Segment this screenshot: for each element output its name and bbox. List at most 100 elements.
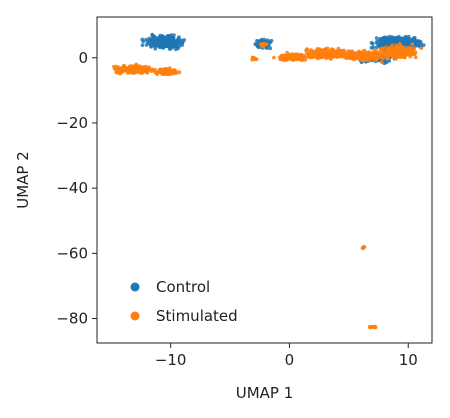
data-point (144, 67, 149, 72)
data-point (401, 50, 406, 55)
data-point (395, 54, 400, 59)
data-point (397, 41, 402, 46)
data-point (289, 56, 293, 61)
data-point (410, 42, 415, 47)
data-point (380, 60, 384, 64)
data-point (150, 40, 154, 44)
data-point (172, 33, 176, 37)
data-point (171, 37, 176, 42)
legend: Control Stimulated (130, 278, 238, 325)
data-point (293, 52, 298, 57)
data-point (297, 57, 302, 61)
data-point (255, 39, 259, 43)
data-point (390, 43, 395, 48)
data-point (382, 55, 386, 60)
data-point (359, 58, 364, 63)
data-point (378, 43, 383, 48)
data-point (398, 37, 403, 42)
data-point (319, 55, 324, 59)
data-point (297, 53, 302, 58)
data-point (382, 40, 387, 45)
data-point (141, 39, 146, 44)
data-point (161, 37, 166, 41)
data-point (153, 46, 158, 51)
data-point (306, 52, 311, 57)
y-tick-label: 0 (78, 49, 88, 67)
data-point (153, 67, 158, 72)
data-point (269, 38, 274, 43)
data-point (369, 41, 374, 45)
data-point (169, 71, 174, 76)
data-point (389, 39, 394, 44)
data-point (361, 245, 366, 250)
y-tick-label: −80 (56, 310, 88, 328)
legend-label-stimulated: Stimulated (156, 307, 238, 325)
data-point (342, 48, 347, 53)
data-point (389, 52, 394, 57)
data-point (338, 52, 343, 57)
data-point (257, 45, 261, 50)
data-point (112, 64, 116, 69)
data-point (145, 40, 150, 45)
data-point (163, 40, 168, 44)
data-point (341, 53, 346, 58)
data-point (166, 38, 171, 42)
x-axis-title: UMAP 1 (236, 384, 294, 402)
data-point (285, 57, 290, 62)
data-point (162, 44, 167, 49)
data-point (134, 66, 139, 71)
data-point (408, 46, 413, 51)
data-point (254, 42, 259, 47)
data-point (381, 46, 385, 51)
data-point (398, 47, 402, 52)
data-point (280, 57, 284, 62)
data-point (166, 44, 171, 49)
data-point (177, 44, 182, 49)
data-point (413, 50, 418, 55)
data-point (369, 46, 374, 50)
y-tick-label: −20 (56, 114, 88, 132)
data-point (289, 53, 294, 58)
data-point (152, 42, 157, 47)
data-point (166, 35, 171, 39)
legend-label-control: Control (156, 278, 210, 296)
data-point (356, 52, 360, 56)
data-point (140, 43, 145, 47)
data-point (158, 39, 163, 44)
data-point (304, 48, 308, 53)
data-point (322, 48, 327, 53)
data-point (313, 53, 318, 58)
data-point (263, 42, 268, 47)
data-point (386, 55, 391, 60)
data-point (272, 55, 276, 60)
data-point (162, 70, 167, 74)
data-point (177, 70, 182, 75)
data-point (364, 57, 369, 62)
axes: −10 0 10 0 −20 −40 −60 −80 (56, 49, 417, 369)
data-point (408, 50, 413, 55)
data-point (316, 52, 321, 57)
data-point (412, 46, 416, 51)
data-point (118, 69, 122, 74)
series-stimulated (112, 41, 424, 330)
data-point (285, 53, 290, 57)
data-point (418, 41, 423, 46)
data-point (333, 49, 338, 54)
data-point (374, 36, 379, 40)
data-point (321, 52, 325, 56)
data-point (393, 50, 398, 55)
data-point (415, 41, 419, 46)
data-point (372, 325, 376, 329)
x-tick-label: 10 (399, 351, 418, 369)
data-point (156, 70, 161, 75)
data-point (413, 55, 418, 60)
data-point (371, 56, 375, 61)
data-point (268, 46, 273, 51)
data-point (166, 69, 170, 74)
data-point (329, 51, 333, 55)
data-point (391, 36, 396, 40)
data-point (377, 38, 382, 43)
data-point (149, 43, 154, 48)
data-point (123, 66, 128, 71)
